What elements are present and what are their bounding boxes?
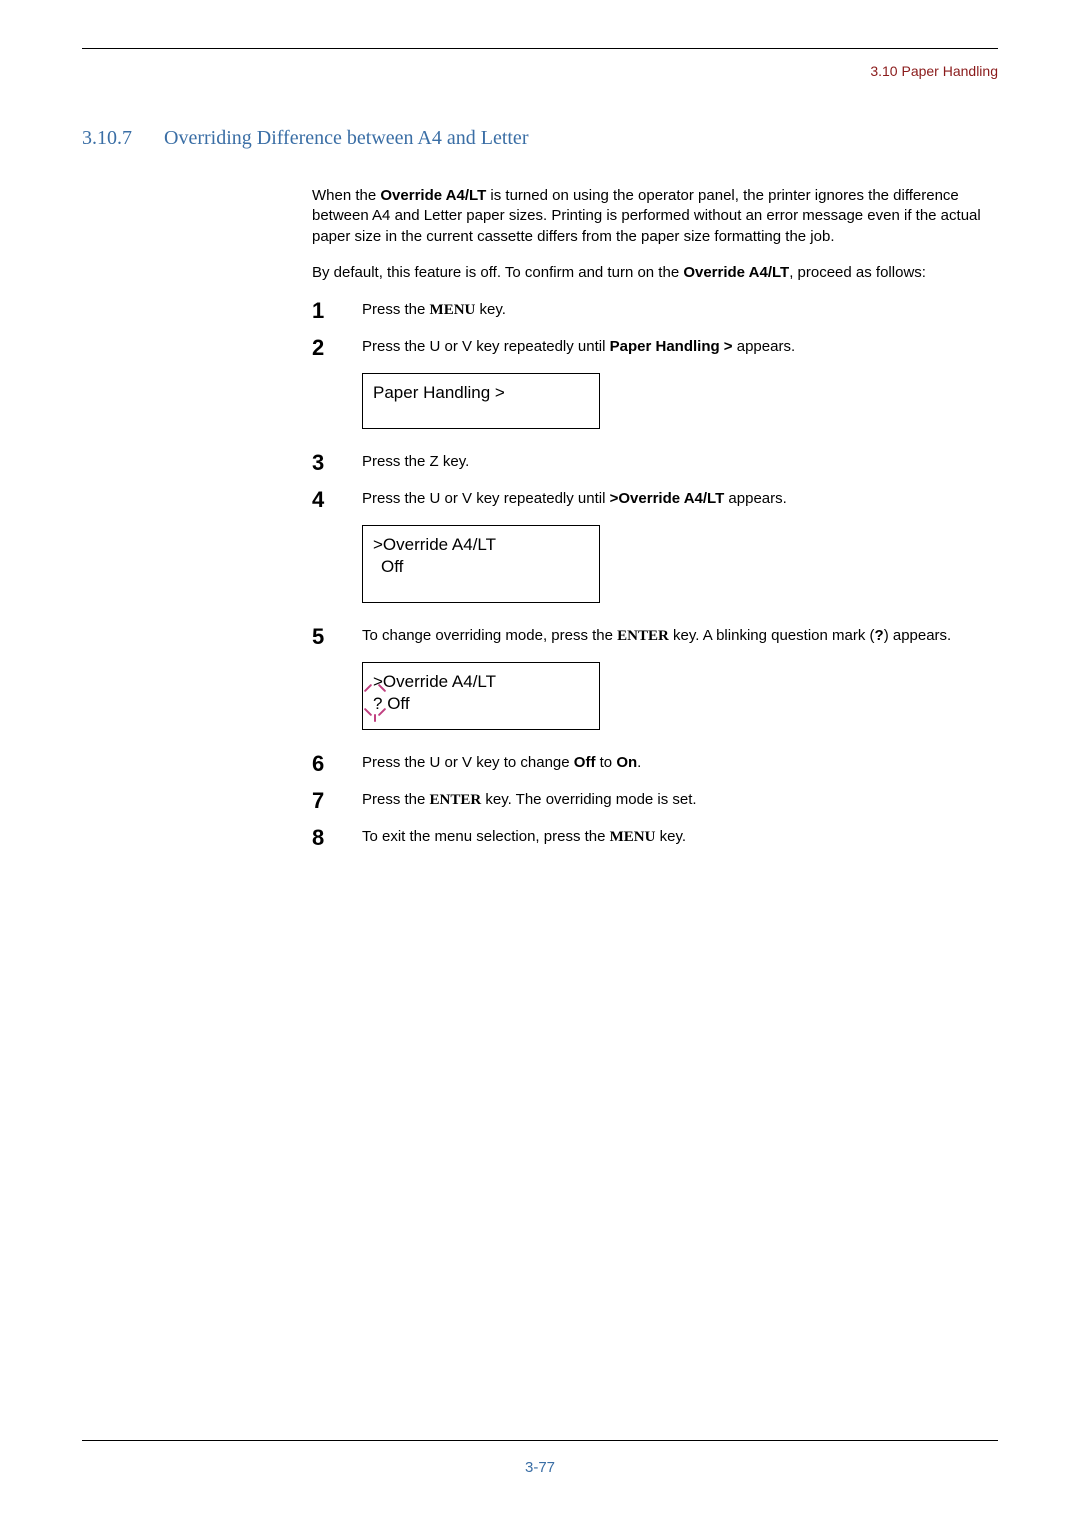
step-row: 7 Press the ENTER key. The overriding mo… [312,789,992,812]
text: key. [475,301,506,318]
step-text: Press the MENU key. [362,299,992,321]
key-name: ENTER [617,628,669,644]
step-number: 3 [312,451,334,474]
lcd-box: Paper Handling > [362,373,600,429]
display-text: Paper Handling > [610,338,733,355]
lcd-line-1: Paper Handling > [373,382,589,404]
text: key. The overriding mode is set. [481,791,696,808]
key-name: MENU [430,302,476,318]
step-text: Press the U or V key repeatedly until >O… [362,488,992,509]
step-text: Press the ENTER key. The overriding mode… [362,789,992,811]
step-text: Press the Z key. [362,451,992,472]
step-row: 6 Press the U or V key to change Off to … [312,752,992,775]
text: Press the U or V key repeatedly until [362,338,610,355]
text: . [637,754,641,771]
step-number: 6 [312,752,334,775]
question-mark-char: ? [373,694,382,713]
text: key. [655,828,686,845]
text: key. A blinking question mark ( [669,627,875,644]
lcd-line-1: >Override A4/LT [373,671,589,693]
text: Press the U or V key repeatedly until [362,490,610,507]
step-text: To change overriding mode, press the ENT… [362,625,992,647]
key-name: ENTER [430,792,482,808]
step-number: 7 [312,789,334,812]
lcd-line-2: ? Off [373,693,589,715]
key-name: MENU [610,829,656,845]
value-on: On [616,754,637,771]
bottom-rule [82,1440,998,1441]
text: to [595,754,616,771]
text: , proceed as follows: [789,264,926,281]
step-text: Press the U or V key repeatedly until Pa… [362,336,992,357]
text: Press the Z key. [362,453,469,470]
step-text: Press the U or V key to change Off to On… [362,752,992,773]
step-text: To exit the menu selection, press the ME… [362,826,992,848]
lcd-line-1: >Override A4/LT [373,534,589,556]
text: When the [312,187,380,204]
feature-name: Override A4/LT [683,264,789,281]
lcd-display: >Override A4/LT Off [362,525,992,603]
step-number: 1 [312,299,334,322]
step-row: 4 Press the U or V key repeatedly until … [312,488,992,511]
text: appears. [733,338,796,355]
steps-list: 1 Press the MENU key. 2 Press the U or V… [312,299,992,849]
text: Press the [362,301,430,318]
display-text: >Override A4/LT [610,490,725,507]
text: ) appears. [884,627,952,644]
page-number: 3-77 [82,1459,998,1476]
step-row: 5 To change overriding mode, press the E… [312,625,992,648]
step-number: 5 [312,625,334,648]
text: To exit the menu selection, press the [362,828,610,845]
lcd-line-2: Off [373,556,589,578]
section-number: 3.10.7 [82,127,142,150]
step-row: 3 Press the Z key. [312,451,992,474]
step-row: 8 To exit the menu selection, press the … [312,826,992,849]
text: Press the [362,791,430,808]
lcd-display: >Override A4/LT ? Off [362,662,992,730]
value-off: Off [574,754,596,771]
step-number: 4 [312,488,334,511]
question-mark: ? [875,627,884,644]
text: To change overriding mode, press the [362,627,617,644]
footer: 3-77 [82,1440,998,1476]
top-rule [82,48,998,49]
text: By default, this feature is off. To conf… [312,264,683,281]
step-row: 2 Press the U or V key repeatedly until … [312,336,992,359]
blink-question-mark: ? [373,693,382,715]
text: appears. [724,490,787,507]
section-heading: 3.10.7 Overriding Difference between A4 … [82,127,998,150]
step-number: 8 [312,826,334,849]
page: 3.10 Paper Handling 3.10.7 Overriding Di… [0,0,1080,903]
lcd-box: >Override A4/LT Off [362,525,600,603]
step-row: 1 Press the MENU key. [312,299,992,322]
content-column: When the Override A4/LT is turned on usi… [312,186,992,849]
lcd-box: >Override A4/LT ? Off [362,662,600,730]
step-number: 2 [312,336,334,359]
lcd-display: Paper Handling > [362,373,992,429]
section-title: Overriding Difference between A4 and Let… [164,127,528,150]
intro-paragraph-2: By default, this feature is off. To conf… [312,263,992,283]
lcd-line-2-rest: Off [382,694,409,713]
intro-paragraph-1: When the Override A4/LT is turned on usi… [312,186,992,247]
feature-name: Override A4/LT [380,187,486,204]
breadcrumb: 3.10 Paper Handling [82,63,998,79]
text: Press the U or V key to change [362,754,574,771]
